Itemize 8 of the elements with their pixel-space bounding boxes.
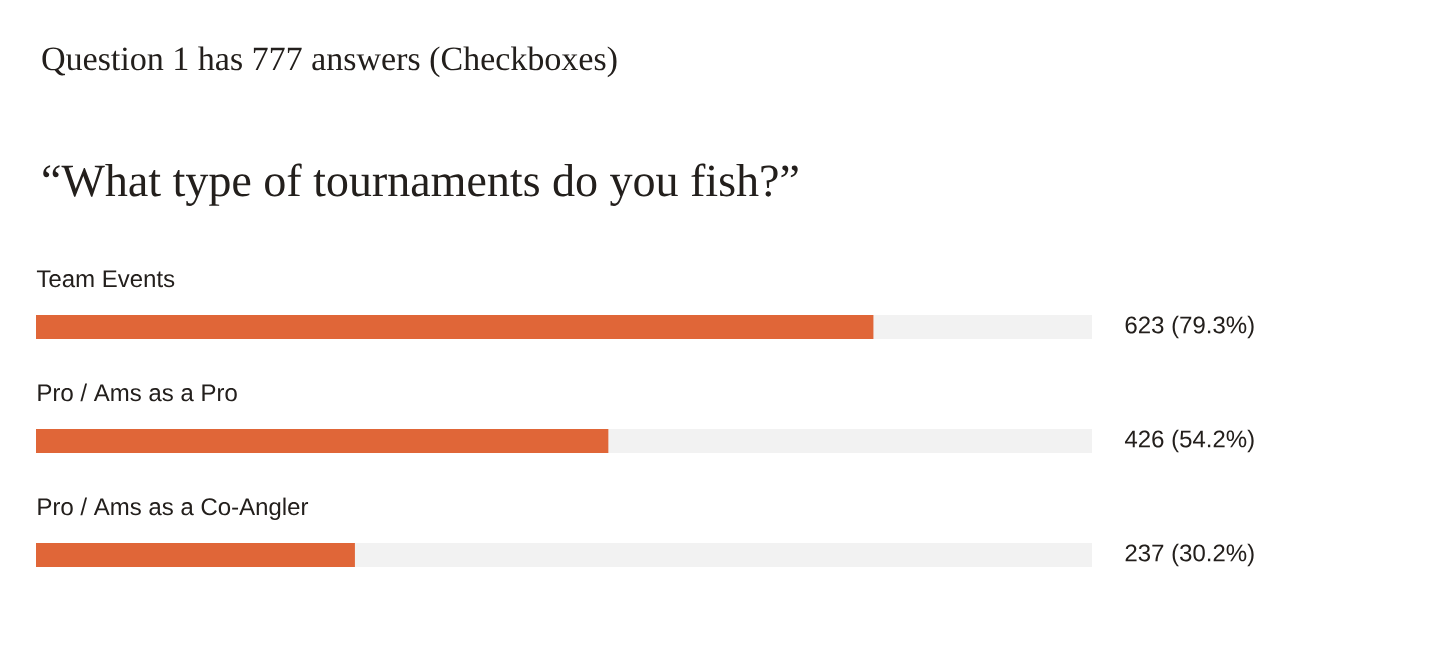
chart-title: Question 1 has 777 answers (Checkboxes) [42,46,617,78]
data-label: 426 (54.2%) [1124,429,1254,453]
y-tick-label: Pro / Ams as a Co-Angler [38,497,309,520]
chart-subtitle: “What type of tournaments do you fish?” [43,163,798,206]
y-tick-label: Team Events [36,270,175,288]
data-label: 623 (79.3%) [1125,315,1254,339]
y-tick-label: Pro / Ams as a Pro [38,383,237,402]
data-label: 237 (30.2%) [1125,543,1254,567]
